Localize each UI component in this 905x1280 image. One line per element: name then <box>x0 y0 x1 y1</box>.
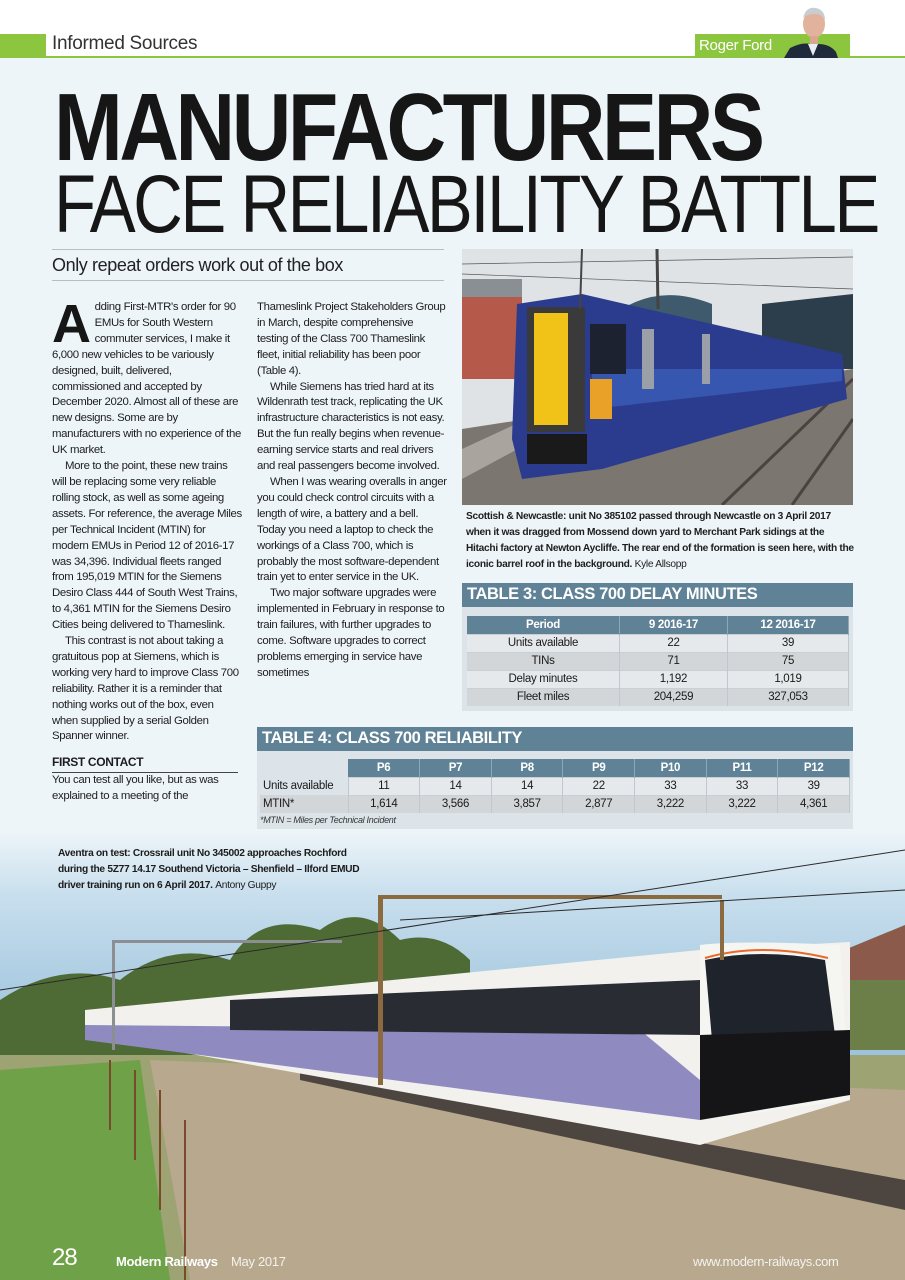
standfirst-rule-bottom <box>52 280 444 281</box>
row-label: Fleet miles <box>467 687 620 706</box>
column-header: Period <box>467 616 620 634</box>
page-number: 28 <box>52 1244 78 1271</box>
table-cell: 33 <box>634 776 707 795</box>
author-name: Roger Ford <box>699 37 772 54</box>
row-label: MTIN* <box>260 795 349 813</box>
row-label: Units available <box>260 777 349 795</box>
magazine-url[interactable]: www.modern-railways.com <box>693 1254 839 1269</box>
photo-caption: Scottish & Newcastle: unit No 385102 pas… <box>466 509 856 573</box>
caption-text: Aventra on test: Crossrail unit No 34500… <box>58 848 360 891</box>
table-row: Delay minutes 1,192 1,019 <box>467 669 850 688</box>
table-cell: 14 <box>491 776 564 795</box>
table-cell: 3,857 <box>491 794 564 813</box>
table-cell: 1,192 <box>619 669 728 688</box>
photo-credit: Kyle Allsopp <box>634 559 687 570</box>
headline-primary: MANUFACTURERS <box>54 74 765 181</box>
table-cell: 33 <box>706 776 779 795</box>
paragraph: More to the point, these new trains will… <box>52 460 242 632</box>
magazine-name: Modern Railways <box>116 1254 218 1269</box>
row-label: TINs <box>467 651 620 670</box>
table-row: MTIN* 1,614 3,566 3,857 2,877 3,222 3,22… <box>260 794 850 813</box>
column-header: P11 <box>706 759 779 777</box>
subheading: FIRST CONTACT <box>52 755 238 774</box>
table-cell: 3,566 <box>419 794 492 813</box>
table-cell: 71 <box>619 651 728 670</box>
section-label: Informed Sources <box>52 33 198 54</box>
table-row: Units available 11 14 14 22 33 33 39 <box>260 776 850 795</box>
column-header: 9 2016-17 <box>619 616 728 634</box>
paragraph: Two major software upgrades were impleme… <box>257 587 445 679</box>
page-top-margin <box>0 0 905 34</box>
table-4: P6 P7 P8 P9 P10 P11 P12 Units available … <box>260 759 850 813</box>
photo-class-385-newcastle <box>462 249 853 505</box>
table-cell: 204,259 <box>619 687 728 706</box>
caption-text: Scottish & Newcastle: unit No 385102 pas… <box>466 511 854 570</box>
table-row: Units available 22 39 <box>467 633 850 652</box>
paragraph: Thameslink Project Stakeholders Group in… <box>257 301 446 377</box>
table-3: Period 9 2016-17 12 2016-17 Units availa… <box>467 616 850 706</box>
table-header-row: P6 P7 P8 P9 P10 P11 P12 <box>260 759 850 777</box>
column-header: P8 <box>491 759 564 777</box>
table-cell: 39 <box>777 776 850 795</box>
column-header: P6 <box>348 759 421 777</box>
column-header: P12 <box>777 759 850 777</box>
table-header-row: Period 9 2016-17 12 2016-17 <box>467 616 850 634</box>
dropcap: A <box>52 294 91 354</box>
row-label: Units available <box>467 633 620 652</box>
table-4-title: TABLE 4: CLASS 700 RELIABILITY <box>257 727 853 751</box>
photo-caption: Aventra on test: Crossrail unit No 34500… <box>58 846 378 894</box>
table-cell: 3,222 <box>634 794 707 813</box>
table-cell: 2,877 <box>562 794 636 813</box>
table-cell: 22 <box>619 633 728 652</box>
table-cell: 22 <box>562 776 636 795</box>
body-column-2: Thameslink Project Stakeholders Group in… <box>257 300 447 682</box>
column-header: 12 2016-17 <box>727 616 850 634</box>
paragraph: When I was wearing overalls in anger you… <box>257 475 447 584</box>
table-cell: 11 <box>348 776 421 795</box>
standfirst-rule-top <box>52 249 444 250</box>
photo-credit: Antony Guppy <box>215 880 277 891</box>
table-cell: 1,614 <box>348 794 421 813</box>
author-portrait <box>784 7 838 58</box>
column-header-empty <box>260 759 348 777</box>
table-cell: 14 <box>419 776 492 795</box>
paragraph: While Siemens has tried hard at its Wild… <box>257 380 445 473</box>
column-header: P7 <box>419 759 492 777</box>
table-row: TINs 71 75 <box>467 651 850 670</box>
paragraph-text: dding First-MTR's order for 90 EMUs for … <box>52 301 241 457</box>
paragraph: This contrast is not about taking a grat… <box>52 635 239 743</box>
photo-crossrail-aventra <box>0 830 905 1280</box>
section-header-accent <box>0 34 46 58</box>
column-header: P9 <box>562 759 636 777</box>
headline-secondary: FACE RELIABILITY BATTLE <box>54 159 880 250</box>
table-cell: 327,053 <box>727 687 850 706</box>
table-3-title: TABLE 3: CLASS 700 DELAY MINUTES <box>462 583 853 607</box>
table-4-footnote: *MTIN = Miles per Technical Incident <box>260 815 396 825</box>
row-label: Delay minutes <box>467 669 620 688</box>
issue-date: May 2017 <box>231 1254 286 1269</box>
table-cell: 4,361 <box>777 794 850 813</box>
paragraph: You can test all you like, but as was ex… <box>52 774 219 803</box>
standfirst: Only repeat orders work out of the box <box>52 255 343 275</box>
table-row: Fleet miles 204,259 327,053 <box>467 687 850 706</box>
table-cell: 1,019 <box>727 669 850 688</box>
column-header: P10 <box>634 759 707 777</box>
table-cell: 3,222 <box>706 794 779 813</box>
table-cell: 75 <box>727 651 850 670</box>
table-cell: 39 <box>727 633 850 652</box>
